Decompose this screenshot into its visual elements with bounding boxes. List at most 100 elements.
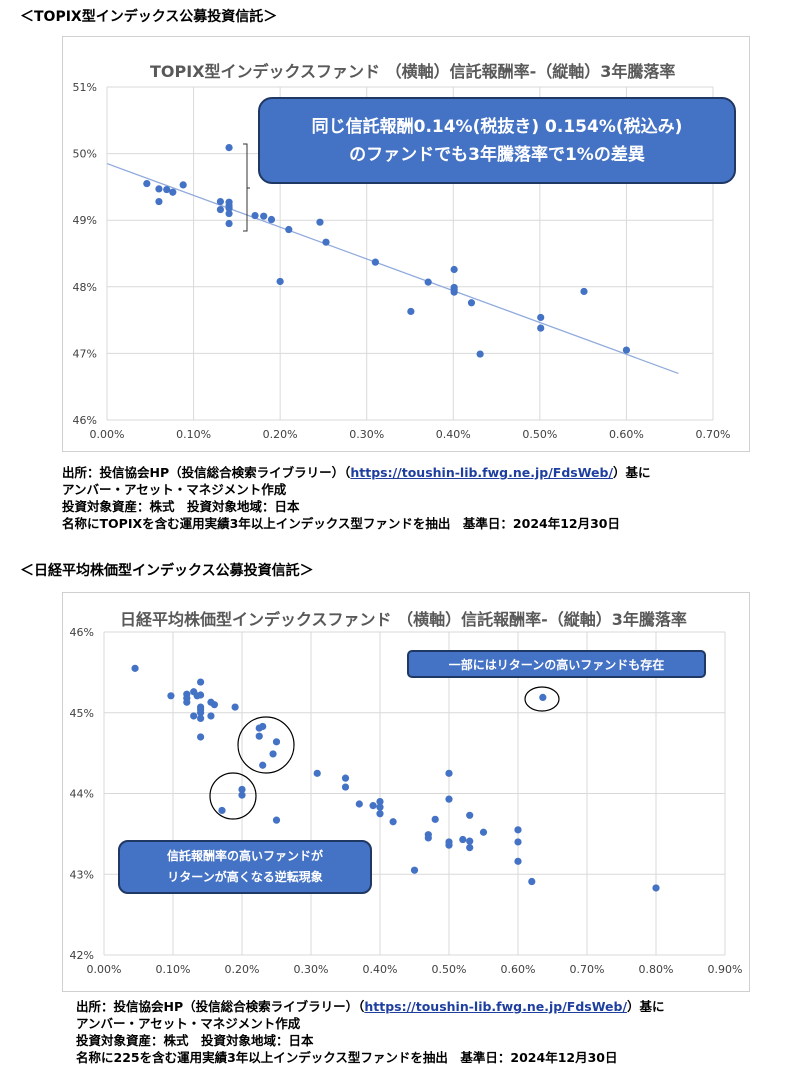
notes2-link[interactable]: https://toushin-lib.fwg.ne.jp/FdsWeb/ <box>364 999 628 1014</box>
chart2-data-point <box>341 783 350 791</box>
chart1-trendline <box>106 163 679 374</box>
chart2-data-point <box>197 678 205 686</box>
chart1-data-point <box>155 185 163 193</box>
chart2-data-point <box>431 815 439 823</box>
chart2-xtick-label: 0.80% <box>639 963 674 976</box>
chart2-data-point <box>376 797 384 806</box>
chart1-data-point <box>163 185 171 194</box>
chart1-data-point <box>371 258 379 266</box>
chart1-data-point <box>225 209 233 218</box>
chart1-data-point <box>476 350 484 358</box>
chart1-data-point <box>169 188 177 196</box>
chart2-data-point <box>376 810 384 818</box>
chart1-callout-line2: のファンドでも3年騰落率で1%の差異 <box>349 144 645 165</box>
chart2-data-point <box>479 828 488 836</box>
chart1-data-point <box>251 211 259 220</box>
chart1-callout-line1: 同じ信託報酬0.14%(税抜き) 0.154%(税込み) <box>311 116 683 137</box>
chart2-data-point <box>131 664 139 672</box>
chart2-data-point <box>238 791 246 799</box>
notes2-line1: 出所：投信協会HP（投信総合検索ライブラリー）（https://toushin-… <box>76 998 665 1015</box>
chart1-data-point <box>407 307 415 316</box>
chart1-bracket <box>243 143 250 232</box>
chart1-title: TOPIX型インデックスファンド （横軸）信託報酬率-（縦軸）3年騰落率 <box>150 62 676 81</box>
chart2-ytick-label: 44% <box>70 788 94 801</box>
notes1-line4: 名称にTOPIXを含む運用実績3年以上インデックス型ファンドを抽出 基準日：20… <box>62 516 621 531</box>
chart1-xtick-label: 0.00% <box>90 428 125 441</box>
chart2-data-point <box>445 795 453 803</box>
section2-heading: ＜日経平均株価型インデックス公募投資信託＞ <box>20 563 314 579</box>
notes1-suffix: ）基に <box>613 465 651 480</box>
chart2-data-point <box>445 769 453 777</box>
chart1-data-point <box>155 197 163 206</box>
chart2-data-point <box>269 750 277 758</box>
notes2-suffix: ）基に <box>627 999 665 1014</box>
section2-notes: 出所：投信協会HP（投信総合検索ライブラリー）（https://toushin-… <box>76 998 665 1066</box>
chart2-highlight-ellipse <box>524 686 560 712</box>
chart2-data-point <box>259 722 267 731</box>
section1-heading: ＜TOPIX型インデックス公募投資信託＞ <box>20 9 278 25</box>
chart1-ytick-label: 51% <box>73 81 97 94</box>
chart2-xtick-label: 0.70% <box>570 963 605 976</box>
chart2-data-point <box>218 806 226 815</box>
notes2-line3: 投資対象資産：株式 投資対象地域：日本 <box>76 1033 314 1048</box>
chart1-xtick-label: 0.10% <box>176 428 211 441</box>
chart2-data-point <box>459 835 467 844</box>
chart1-ytick-label: 50% <box>73 148 97 161</box>
chart2-data-point <box>259 761 267 769</box>
notes1-line3: 投資対象資産：株式 投資対象地域：日本 <box>62 499 300 514</box>
chart1-data-point <box>276 277 284 286</box>
chart1-data-point <box>267 215 276 224</box>
chart2-data-point <box>210 701 218 709</box>
chart1-data-point <box>225 144 233 152</box>
chart2-highlight-ellipse <box>237 716 295 774</box>
chart2-ytick-label: 46% <box>70 626 94 639</box>
chart2-data-point <box>167 692 175 700</box>
chart2-data-point <box>389 818 397 826</box>
chart1-xtick-label: 0.40% <box>436 428 471 441</box>
chart2-callout-bottom-line2: リターンが高くなる逆転現象 <box>167 870 323 884</box>
chart2-title: 日経平均株価型インデックスファンド （横軸）信託報酬率-（縦軸）3年騰落率 <box>120 610 687 629</box>
chart2-data-point <box>272 816 281 824</box>
chart1-data-point <box>285 225 293 234</box>
chart1-data-point <box>260 212 268 220</box>
chart1-data-point <box>143 179 151 188</box>
chart2-data-point <box>466 837 474 845</box>
chart1-xtick-label: 0.50% <box>522 428 557 441</box>
chart2-xtick-label: 0.60% <box>501 963 536 976</box>
notes2-line2: アンバー・アセット・マネジメント作成 <box>76 1016 301 1031</box>
chart1-data-point <box>537 313 545 322</box>
notes1-line1: 出所：投信協会HP（投信総合検索ライブラリー）（https://toushin-… <box>62 464 651 481</box>
notes1-link[interactable]: https://toushin-lib.fwg.ne.jp/FdsWeb/ <box>350 465 614 480</box>
chart2-data-point <box>514 838 522 846</box>
chart2-data-point <box>238 785 246 794</box>
notes2-source: 出所：投信協会HP（投信総合検索ライブラリー）（ <box>76 999 365 1014</box>
chart1-data-point <box>580 287 588 296</box>
chart1-data-point <box>216 197 225 206</box>
chart2-data-point <box>272 738 281 746</box>
chart1-data-point <box>622 346 631 354</box>
chart1-xtick-label: 0.70% <box>696 428 731 441</box>
chart1-callout: 同じ信託報酬0.14%(税抜き) 0.154%(税込み) のファンドでも3年騰落… <box>258 97 736 184</box>
chart1-data-point <box>225 204 233 212</box>
chart2-data-point <box>445 841 453 849</box>
chart2-data-point <box>341 774 350 782</box>
chart2-data-point <box>197 709 205 717</box>
chart1-xtick-label: 0.30% <box>349 428 384 441</box>
chart2-data-point <box>369 802 377 810</box>
chart2-callout-bottom: 信託報酬率の高いファンドが リターンが高くなる逆転現象 <box>118 840 372 894</box>
chart2-xtick-label: 0.40% <box>363 963 398 976</box>
chart2-data-point <box>190 712 198 720</box>
chart2-data-point <box>652 884 660 892</box>
chart1-data-point <box>225 219 233 228</box>
chart2-xtick-label: 0.90% <box>708 963 743 976</box>
chart2-callout-top-text: 一部にはリターンの高いファンドも存在 <box>448 657 665 672</box>
chart2-data-point <box>466 811 474 819</box>
chart1-data-point <box>424 278 432 286</box>
chart2-ytick-label: 42% <box>70 949 94 962</box>
chart1-data-point <box>450 288 458 296</box>
chart2-xtick-label: 0.30% <box>294 963 329 976</box>
chart1-data-point <box>316 218 324 226</box>
chart2-data-point <box>466 844 474 852</box>
chart1-data-point <box>450 265 458 274</box>
